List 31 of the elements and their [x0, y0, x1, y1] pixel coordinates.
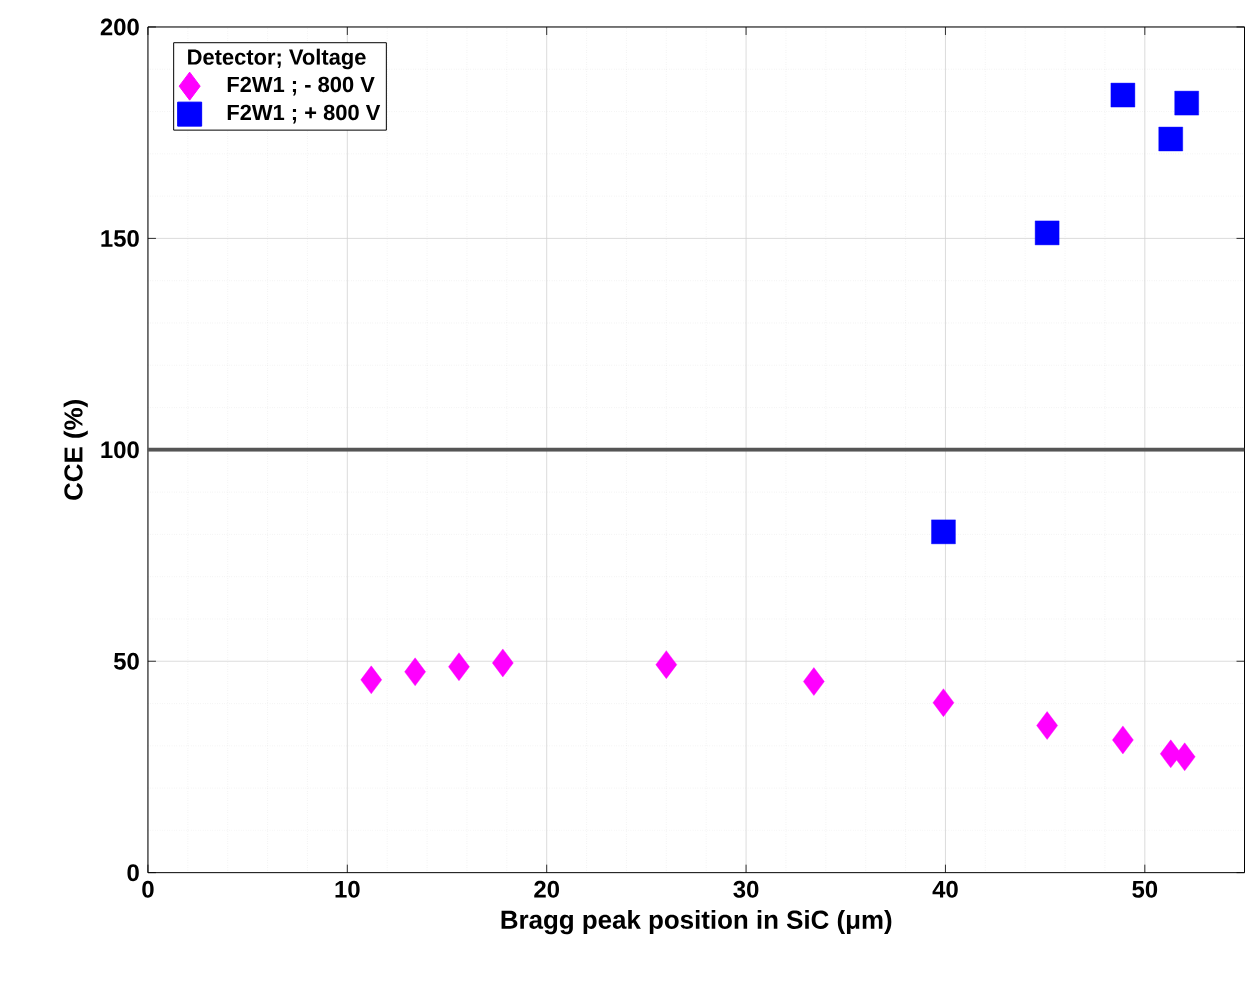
y-tick-label: 100 — [101, 441, 139, 459]
point — [931, 519, 956, 545]
y-tick-label: 150 — [101, 230, 139, 248]
point — [803, 667, 825, 696]
point — [404, 657, 426, 687]
point — [1112, 725, 1134, 755]
legend-label: F2W1 ; + 800 V — [227, 104, 381, 124]
x-axis-title: Bragg peak position in SiC (μm) — [501, 910, 892, 935]
point — [448, 652, 470, 682]
point — [492, 648, 514, 678]
x-tick-label: 40 — [932, 881, 958, 898]
y-tick-label: 0 — [127, 864, 139, 882]
point — [932, 688, 955, 718]
legend-title: Detector; Voltage — [188, 48, 366, 70]
point — [1174, 742, 1196, 772]
point — [1110, 83, 1136, 108]
y-tick-label: 200 — [100, 18, 139, 36]
y-axis-title: CCE (%) — [63, 400, 88, 501]
point — [655, 650, 678, 680]
y-tick-label: 50 — [113, 652, 139, 670]
x-tick-label: 10 — [335, 881, 360, 898]
legend-label: F2W1 ; - 800 V — [227, 76, 375, 96]
point — [360, 665, 382, 695]
x-tick-label: 50 — [1132, 881, 1158, 898]
point — [1036, 711, 1058, 740]
x-tick-label: 0 — [142, 881, 154, 898]
point — [1158, 127, 1183, 152]
point — [1034, 220, 1060, 246]
x-tick-label: 20 — [534, 881, 559, 898]
x-tick-label: 30 — [733, 881, 759, 898]
point — [1174, 91, 1199, 116]
